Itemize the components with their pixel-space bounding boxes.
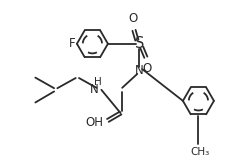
Text: CH₃: CH₃ [190, 147, 209, 157]
Text: S: S [135, 36, 144, 51]
Text: N: N [90, 83, 99, 96]
Text: F: F [69, 37, 75, 50]
Text: H: H [94, 77, 102, 87]
Text: N: N [135, 64, 144, 77]
Text: O: O [142, 62, 151, 75]
Text: OH: OH [85, 116, 103, 129]
Text: O: O [129, 12, 138, 25]
